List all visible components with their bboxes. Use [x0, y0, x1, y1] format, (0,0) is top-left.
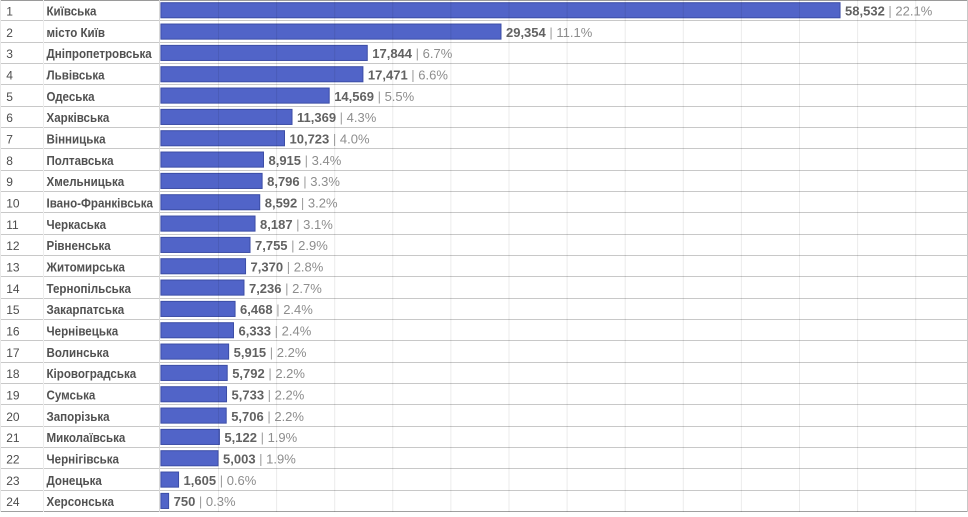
svg-text:8,187 | 3.1%: 8,187 | 3.1% — [260, 217, 333, 232]
svg-text:21: 21 — [6, 431, 20, 445]
svg-text:8,915 | 3.4%: 8,915 | 3.4% — [268, 153, 341, 168]
svg-text:Херсонська: Херсонська — [47, 494, 115, 509]
svg-text:6,468 | 2.4%: 6,468 | 2.4% — [240, 302, 313, 317]
svg-text:5,792 | 2.2%: 5,792 | 2.2% — [232, 366, 305, 381]
svg-text:Тернопільська: Тернопільська — [47, 281, 132, 296]
svg-text:Черкаська: Черкаська — [47, 217, 107, 232]
svg-text:Закарпатська: Закарпатська — [47, 302, 125, 317]
svg-text:Дніпропетровська: Дніпропетровська — [47, 46, 153, 61]
svg-text:24: 24 — [6, 495, 20, 509]
svg-text:750 | 0.3%: 750 | 0.3% — [174, 494, 236, 509]
svg-text:1: 1 — [6, 5, 13, 19]
svg-text:17,844 | 6.7%: 17,844 | 6.7% — [372, 46, 452, 61]
svg-text:22: 22 — [6, 453, 20, 467]
svg-text:7,236 | 2.7%: 7,236 | 2.7% — [249, 281, 322, 296]
svg-text:Запорізька: Запорізька — [47, 409, 111, 424]
svg-text:Кіровоградська: Кіровоградська — [47, 366, 137, 381]
svg-text:7: 7 — [6, 133, 13, 147]
svg-text:8: 8 — [6, 154, 13, 168]
svg-text:10: 10 — [6, 197, 20, 211]
svg-text:10,723 | 4.0%: 10,723 | 4.0% — [290, 132, 370, 147]
svg-text:Рівненська: Рівненська — [47, 238, 112, 253]
svg-text:7,755 | 2.9%: 7,755 | 2.9% — [255, 238, 328, 253]
svg-text:8,796 | 3.3%: 8,796 | 3.3% — [267, 174, 340, 189]
svg-text:Одеська: Одеська — [47, 89, 96, 104]
svg-text:6,333 | 2.4%: 6,333 | 2.4% — [238, 324, 311, 339]
svg-text:5,706 | 2.2%: 5,706 | 2.2% — [231, 409, 304, 424]
svg-text:Волинська: Волинська — [47, 345, 110, 360]
svg-text:Житомирська: Житомирська — [46, 260, 126, 275]
svg-text:Вінницька: Вінницька — [47, 132, 107, 147]
svg-text:13: 13 — [6, 261, 20, 275]
svg-text:Хмельницька: Хмельницька — [47, 174, 125, 189]
svg-text:23: 23 — [6, 474, 20, 488]
svg-text:8,592 | 3.2%: 8,592 | 3.2% — [265, 196, 338, 211]
svg-text:Донецька: Донецька — [47, 473, 103, 488]
svg-text:Чернівецька: Чернівецька — [47, 324, 119, 339]
svg-text:1,605 | 0.6%: 1,605 | 0.6% — [184, 473, 257, 488]
svg-text:17,471 | 6.6%: 17,471 | 6.6% — [368, 68, 448, 83]
svg-text:6: 6 — [6, 111, 13, 125]
svg-text:5: 5 — [6, 90, 13, 104]
svg-text:5,915 | 2.2%: 5,915 | 2.2% — [234, 345, 307, 360]
svg-text:9: 9 — [6, 175, 13, 189]
svg-text:Івано-Франківська: Івано-Франківська — [47, 196, 154, 211]
svg-text:Чернігівська: Чернігівська — [47, 452, 120, 467]
svg-text:Миколаївська: Миколаївська — [47, 430, 126, 445]
svg-text:11,369 | 4.3%: 11,369 | 4.3% — [297, 110, 377, 125]
svg-text:14,569 | 5.5%: 14,569 | 5.5% — [334, 89, 414, 104]
svg-text:3: 3 — [6, 47, 13, 61]
svg-text:58,532 | 22.1%: 58,532 | 22.1% — [845, 4, 933, 19]
svg-text:16: 16 — [6, 325, 20, 339]
svg-text:5,003 | 1.9%: 5,003 | 1.9% — [223, 452, 296, 467]
svg-text:5,733 | 2.2%: 5,733 | 2.2% — [232, 388, 305, 403]
svg-text:Полтавська: Полтавська — [47, 153, 115, 168]
svg-text:19: 19 — [6, 389, 20, 403]
svg-text:29,354 | 11.1%: 29,354 | 11.1% — [506, 25, 593, 40]
svg-text:Київська: Київська — [47, 4, 98, 19]
svg-text:11: 11 — [6, 218, 19, 232]
svg-text:15: 15 — [6, 303, 20, 317]
svg-text:12: 12 — [6, 239, 20, 253]
svg-text:2: 2 — [6, 26, 13, 40]
svg-text:20: 20 — [6, 410, 20, 424]
svg-text:5,122 | 1.9%: 5,122 | 1.9% — [224, 430, 297, 445]
svg-text:Сумська: Сумська — [47, 388, 96, 403]
svg-text:17: 17 — [6, 346, 20, 360]
svg-text:Харківська: Харківська — [47, 110, 110, 125]
svg-text:4: 4 — [6, 69, 13, 83]
svg-text:18: 18 — [6, 367, 20, 381]
svg-text:14: 14 — [6, 282, 20, 296]
svg-text:7,370 | 2.8%: 7,370 | 2.8% — [251, 260, 324, 275]
svg-text:Львівська: Львівська — [47, 68, 106, 83]
svg-text:місто Київ: місто Київ — [47, 25, 106, 40]
